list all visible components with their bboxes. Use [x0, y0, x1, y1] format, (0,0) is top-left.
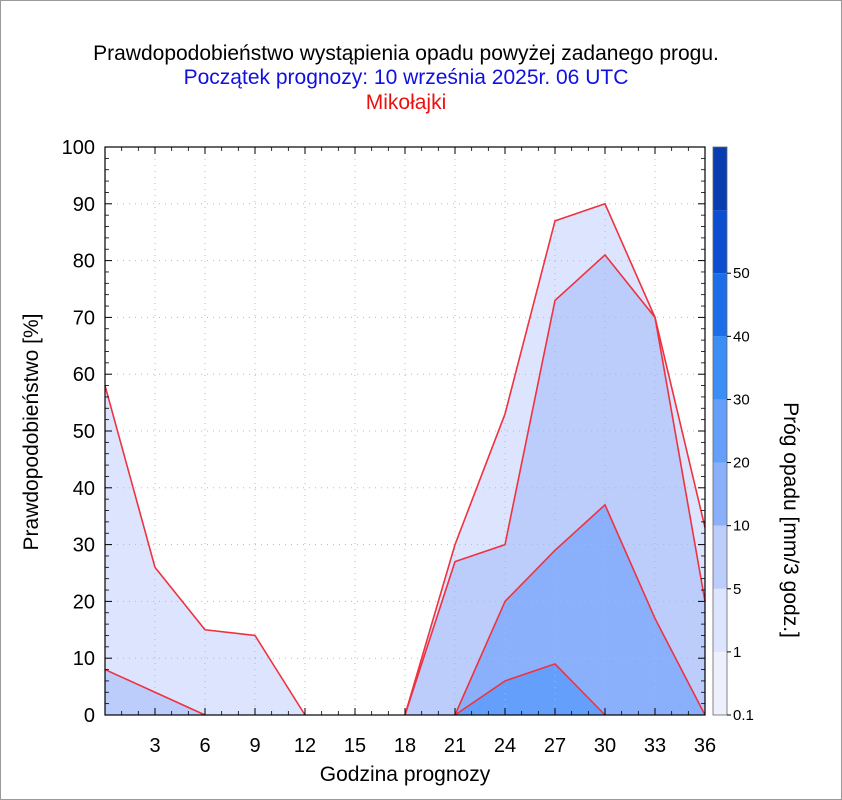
colorbar-segment [713, 525, 727, 589]
x-tick-label: 3 [149, 735, 160, 757]
series-line-threshold-10 [454, 662, 606, 716]
colorbar-tick-label: 40 [733, 328, 750, 345]
series-line-threshold-5 [454, 503, 706, 716]
area-threshold-5 [105, 504, 705, 715]
y-tick-label: 0 [84, 705, 95, 727]
colorbar-tick-label: 5 [733, 581, 741, 598]
x-tick-label: 12 [294, 735, 316, 757]
y-tick-label: 30 [73, 535, 95, 557]
chart-title: Prawdopodobieństwo wystąpienia opadu pow… [93, 42, 719, 65]
y-tick-label: 40 [73, 478, 95, 500]
y-tick-label: 80 [73, 251, 95, 273]
x-tick-label: 24 [494, 735, 516, 757]
colorbar-segment [713, 336, 727, 400]
colorbar-tick-label: 30 [733, 391, 750, 408]
x-tick-label: 30 [594, 735, 616, 757]
threshold-outlines [104, 202, 706, 716]
x-tick-label: 21 [444, 735, 466, 757]
x-tick-label: 15 [344, 735, 366, 757]
series-line-threshold-0.1 [104, 385, 306, 716]
x-tick-label: 27 [544, 735, 566, 757]
y-tick-label: 90 [73, 194, 95, 216]
colorbar-tick-label: 10 [733, 518, 750, 535]
colorbar-label: Próg opadu [mm/3 godz.] [779, 402, 802, 638]
y-tick-label: 60 [73, 364, 95, 386]
colorbar-segment [713, 147, 727, 211]
colorbar-segment [713, 588, 727, 652]
x-tick-label: 9 [249, 735, 260, 757]
y-tick-label: 10 [73, 648, 95, 670]
grid-lines [105, 147, 705, 715]
x-tick-label: 36 [694, 735, 716, 757]
forecast-start-subtitle: Początek prognozy: 10 września 2025r. 06… [183, 66, 629, 89]
y-tick-label: 100 [62, 137, 95, 159]
x-axis-label: Godzina prognozy [320, 763, 491, 786]
x-tick-label: 18 [394, 735, 416, 757]
colorbar-segment [713, 462, 727, 526]
area-threshold-10 [105, 663, 705, 715]
colorbar-tick-label: 20 [733, 455, 750, 472]
colorbar-segment [713, 399, 727, 463]
colorbar: 0.1 1 5 10 20 30 40 50 [712, 146, 754, 724]
series-line-threshold-1 [404, 253, 706, 716]
colorbar-segment [713, 210, 727, 274]
colorbar-border [712, 146, 728, 716]
location-name: Mikołajki [365, 91, 447, 114]
colorbar-tick-label: 1 [733, 644, 741, 661]
colorbar-tick-label: 50 [733, 265, 750, 282]
x-tick-label: 33 [644, 735, 666, 757]
colorbar-segment [713, 651, 727, 715]
colorbar-segment [713, 273, 727, 337]
y-tick-label: 70 [73, 307, 95, 329]
colorbar-tick-label: 0.1 [733, 707, 754, 724]
series-line-threshold-1 [104, 668, 206, 716]
y-axis-label: Prawdopodobieństwo [%] [20, 314, 43, 551]
y-tick-label: 50 [73, 421, 95, 443]
y-tick-label: 20 [73, 591, 95, 613]
x-tick-label: 6 [199, 735, 210, 757]
